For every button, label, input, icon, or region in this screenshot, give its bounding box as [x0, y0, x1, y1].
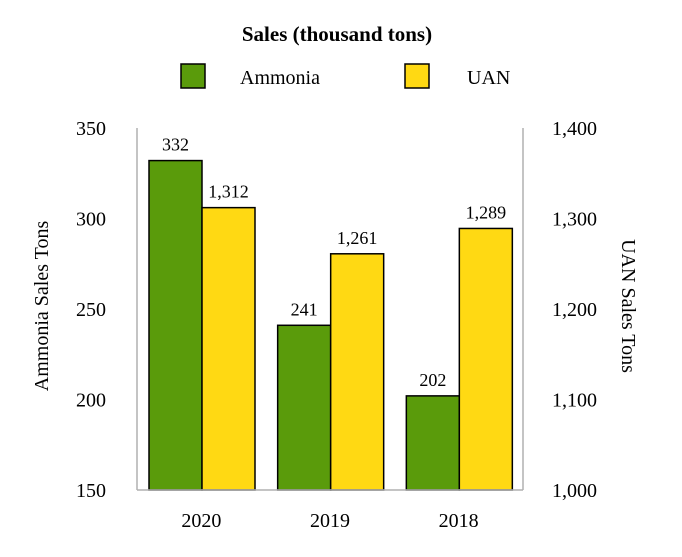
right-axis-ticks: 1,000 1,100 1,200 1,300 1,400: [552, 118, 597, 502]
right-tick-label: 1,100: [552, 390, 597, 412]
data-label-uan-2019: 1,261: [337, 228, 378, 248]
right-tick-label: 1,400: [552, 118, 597, 140]
category-label-2019: 2019: [310, 510, 350, 532]
category-label-2020: 2020: [181, 510, 221, 532]
bar-uan-2020: [201, 206, 256, 491]
category-label-2018: 2018: [439, 510, 479, 532]
bar-ammonia-2019: [276, 324, 332, 491]
bar-ammonia-2020: [148, 159, 203, 491]
bar-uan-2019: [329, 253, 385, 491]
left-tick-label: 150: [76, 480, 106, 502]
left-axis-title: Ammonia Sales Tons: [31, 221, 53, 392]
right-tick-label: 1,000: [552, 480, 597, 502]
bars: [148, 159, 514, 491]
left-tick-label: 350: [76, 118, 106, 140]
bar-uan-2018: [458, 227, 514, 491]
left-axis-ticks: 150 200 250 300 350: [76, 118, 106, 502]
left-tick-label: 250: [76, 299, 106, 321]
legend: Ammonia UAN: [180, 63, 510, 89]
right-tick-label: 1,200: [552, 299, 597, 321]
legend-label-ammonia: Ammonia: [240, 67, 320, 89]
data-labels: 332 1,312 241 1,261 202 1,289: [162, 135, 506, 390]
chart-title: Sales (thousand tons): [242, 22, 432, 46]
data-label-uan-2020: 1,312: [208, 182, 249, 202]
data-label-uan-2018: 1,289: [466, 202, 507, 222]
bar-ammonia-2018: [405, 395, 461, 491]
data-label-ammonia-2019: 241: [291, 299, 318, 319]
legend-label-uan: UAN: [467, 67, 510, 89]
data-label-ammonia-2020: 332: [162, 135, 189, 155]
right-tick-label: 1,300: [552, 209, 597, 231]
legend-swatch-ammonia: [180, 63, 206, 89]
category-labels: 2020 2019 2018: [181, 510, 478, 532]
legend-swatch-uan: [404, 63, 430, 89]
left-tick-label: 300: [76, 209, 106, 231]
right-axis-title: UAN Sales Tons: [617, 239, 639, 373]
data-label-ammonia-2018: 202: [419, 370, 446, 390]
left-tick-label: 200: [76, 390, 106, 412]
